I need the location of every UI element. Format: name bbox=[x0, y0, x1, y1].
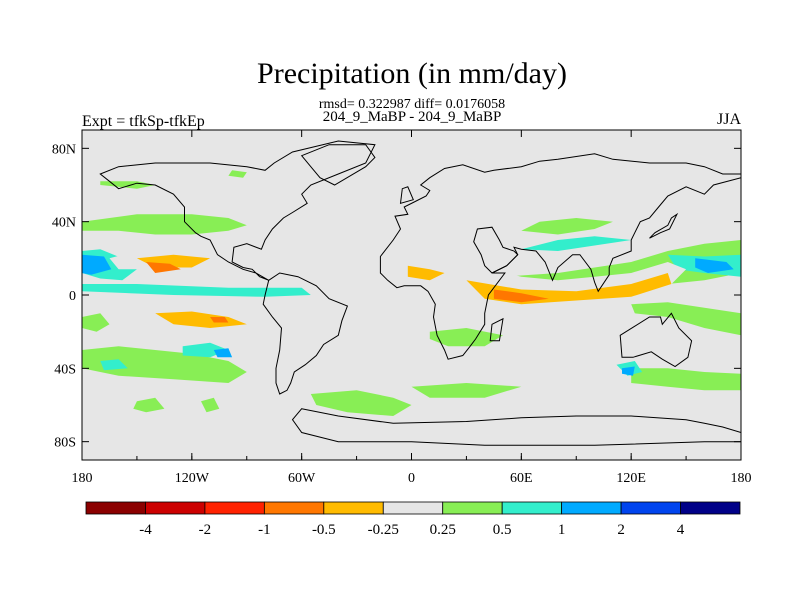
colorbar-swatch-9 bbox=[620, 501, 681, 515]
colorbar-swatch-6 bbox=[442, 501, 503, 515]
contour-region-28 bbox=[255, 199, 262, 222]
colorbar-swatch-10 bbox=[680, 501, 741, 515]
contour-region-13 bbox=[411, 383, 522, 398]
continent-outline-6 bbox=[619, 312, 693, 368]
colorbar-label-4: -0.25 bbox=[368, 522, 399, 538]
x-tick-label-2: 60W bbox=[288, 471, 316, 486]
axes: 180 120W 60W 0 60E 120E 180 80N 40N 0 40S 80S bbox=[52, 130, 752, 486]
contour-region-37 bbox=[407, 265, 445, 281]
y-tick-label-0: 80N bbox=[52, 142, 76, 157]
colorbar-label-8: 2 bbox=[617, 522, 625, 538]
y-tick-label-3: 40S bbox=[54, 362, 76, 377]
y-tick-label-2: 0 bbox=[69, 289, 76, 304]
colorbar-label-9: 4 bbox=[677, 522, 685, 538]
contour-region-8 bbox=[429, 328, 503, 347]
contour-region-40 bbox=[210, 317, 229, 323]
contour-region-11 bbox=[631, 302, 741, 336]
colorbar-swatch-3 bbox=[263, 501, 325, 515]
contour-region-1 bbox=[82, 346, 247, 383]
continent-outline-7 bbox=[489, 317, 504, 342]
x-tick-label-3: 0 bbox=[408, 471, 415, 486]
season-label: JJA bbox=[717, 111, 741, 128]
colorbar-label-1: -2 bbox=[199, 522, 212, 538]
contour-region-32 bbox=[603, 181, 696, 204]
colorbar-label-0: -4 bbox=[139, 522, 152, 538]
continent-outline-2 bbox=[379, 153, 741, 360]
precipitation-field bbox=[82, 170, 741, 416]
x-tick-label-5: 120E bbox=[616, 471, 646, 486]
contour-region-7 bbox=[228, 170, 247, 178]
contour-region-30 bbox=[384, 185, 412, 200]
colorbar-swatch-8 bbox=[561, 501, 622, 515]
stats-line: rmsd= 0.322987 diff= 0.0176058 bbox=[319, 97, 505, 112]
continent-outline-4 bbox=[300, 144, 376, 186]
colorbar-label-6: 0.5 bbox=[493, 522, 512, 538]
colorbar-swatch-7 bbox=[501, 501, 563, 515]
continent-outlines bbox=[99, 140, 741, 446]
contour-region-24 bbox=[213, 348, 233, 358]
contour-region-12 bbox=[631, 368, 741, 391]
x-tick-label-4: 60E bbox=[510, 471, 533, 486]
contour-region-31 bbox=[475, 174, 540, 189]
contour-region-18 bbox=[521, 236, 632, 251]
contour-region-3 bbox=[133, 397, 165, 413]
contour-region-0 bbox=[82, 214, 247, 235]
continent-outline-1 bbox=[262, 272, 349, 395]
contour-region-15 bbox=[82, 284, 311, 297]
colorbar-swatch-0 bbox=[85, 501, 146, 515]
continent-outline-9 bbox=[649, 212, 679, 239]
continent-outline-3 bbox=[473, 226, 519, 274]
chart-subtitle: 204_9_MaBP - 204_9_MaBP bbox=[323, 109, 502, 125]
contour-region-22 bbox=[695, 258, 734, 273]
contour-region-9 bbox=[521, 218, 613, 235]
contour-region-2 bbox=[82, 313, 110, 332]
colorbar-swatch-4 bbox=[323, 501, 384, 515]
colorbar-label-7: 1 bbox=[558, 522, 566, 538]
colorbar-swatch-2 bbox=[204, 501, 265, 515]
contour-region-4 bbox=[201, 397, 220, 413]
y-tick-label-4: 80S bbox=[54, 436, 76, 451]
contour-region-17 bbox=[100, 359, 128, 371]
experiment-label: Expt = tfkSp-tfkEp bbox=[82, 113, 205, 130]
colorbar: -4 -2 -1 -0.5 -0.25 0.25 0.5 1 2 4 bbox=[85, 501, 741, 538]
contour-region-34 bbox=[627, 340, 677, 361]
continent-outline-8 bbox=[399, 186, 414, 204]
y-tick-label-1: 40N bbox=[52, 216, 76, 231]
contour-region-10 bbox=[503, 240, 741, 290]
colorbar-label-5: 0.25 bbox=[430, 522, 456, 538]
continent-outline-0 bbox=[99, 140, 376, 281]
contour-region-21 bbox=[82, 254, 112, 275]
contour-region-39 bbox=[146, 262, 181, 273]
colorbar-swatch-5 bbox=[382, 501, 444, 515]
contour-region-29 bbox=[310, 203, 348, 222]
contour-region-36 bbox=[155, 311, 247, 328]
x-tick-label-6: 180 bbox=[731, 471, 752, 486]
contour-region-23 bbox=[622, 366, 635, 376]
contour-region-27 bbox=[338, 346, 348, 369]
colorbar-swatch-1 bbox=[145, 501, 206, 515]
x-tick-label-1: 120W bbox=[175, 471, 210, 486]
continent-outline-5 bbox=[291, 408, 741, 446]
chart-title: Precipitation (in mm/day) bbox=[257, 57, 567, 90]
contour-region-5 bbox=[310, 390, 412, 416]
colorbar-label-3: -0.5 bbox=[312, 522, 336, 538]
x-tick-label-0: 180 bbox=[72, 471, 93, 486]
contour-region-41 bbox=[493, 289, 549, 303]
colorbar-label-2: -1 bbox=[258, 522, 271, 538]
